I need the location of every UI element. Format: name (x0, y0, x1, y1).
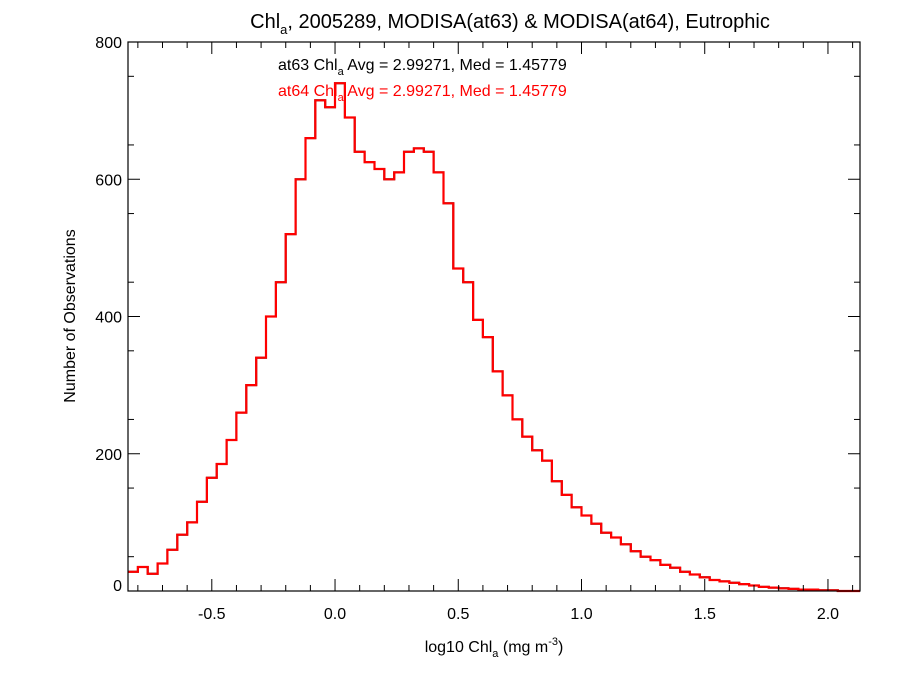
y-tick-label: 200 (95, 447, 122, 464)
x-tick-label: -0.5 (198, 606, 226, 623)
y-tick-label: 0 (113, 578, 122, 595)
x-tick-label: 0.5 (447, 606, 469, 623)
series-layer (128, 82, 860, 593)
annotation-at63: at63 Chla Avg = 2.99271, Med = 1.45779 (278, 57, 567, 78)
y-tick-label: 400 (95, 310, 122, 327)
series-line-0 (128, 82, 860, 592)
y-tick-label: 600 (95, 172, 122, 189)
annotation-at64: at64 Chla Avg = 2.99271, Med = 1.45779 (278, 83, 567, 104)
x-tick-label: 1.0 (570, 606, 592, 623)
y-axis-label: Number of Observations (62, 229, 79, 402)
x-tick-label: 0.0 (324, 606, 346, 623)
x-tick-label: 1.5 (694, 606, 716, 623)
x-tick-label: 2.0 (817, 606, 839, 623)
plot-frame (127, 41, 861, 592)
axis-layer: -0.5 0.0 0.5 1.0 1.5 2.0 0 200 400 600 800 (95, 35, 860, 623)
series-line-1 (128, 82, 860, 593)
x-axis-label: log10 Chla (mg m-3) (425, 636, 564, 660)
chart-title: Chla, 2005289, MODISA(at63) & MODISA(at6… (250, 11, 770, 37)
y-tick-label: 800 (95, 35, 122, 52)
